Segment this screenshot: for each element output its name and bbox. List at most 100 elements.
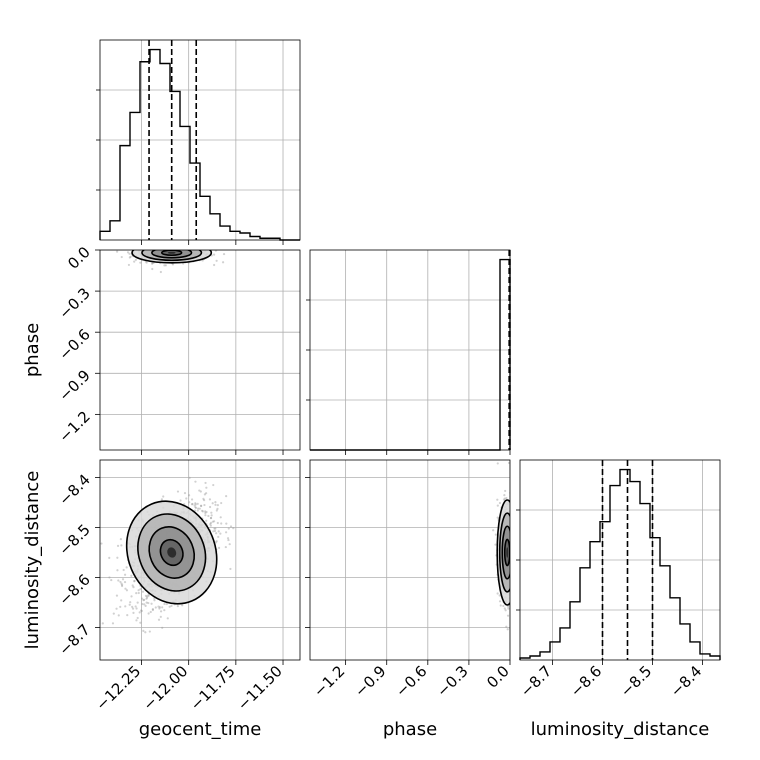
sample-point xyxy=(183,247,185,249)
sample-point xyxy=(205,492,208,495)
sample-point xyxy=(117,247,119,249)
sample-point xyxy=(120,544,123,547)
sample-point xyxy=(105,246,107,248)
sample-point xyxy=(503,497,506,500)
sample-point xyxy=(158,607,161,610)
sample-point xyxy=(212,253,216,256)
contour-line-0 xyxy=(496,499,510,606)
sample-point xyxy=(214,527,217,530)
sample-point xyxy=(511,533,513,535)
sample-point xyxy=(518,594,520,596)
sample-point xyxy=(514,566,516,568)
sample-point xyxy=(511,572,513,574)
sample-point xyxy=(123,573,127,576)
sample-point xyxy=(203,503,206,507)
sample-point xyxy=(511,510,513,512)
sample-point xyxy=(510,567,512,569)
sample-point xyxy=(173,247,175,249)
sample-point xyxy=(209,517,213,520)
sample-point xyxy=(511,590,513,592)
sample-point xyxy=(512,558,514,560)
sample-point xyxy=(111,622,115,625)
sample-point xyxy=(141,602,144,606)
axis-label-y-phase: phase xyxy=(22,323,43,377)
sample-point xyxy=(187,246,189,248)
sample-point xyxy=(127,247,129,249)
sample-point xyxy=(203,493,207,496)
sample-point xyxy=(174,244,176,246)
sample-point xyxy=(513,559,515,561)
sample-point xyxy=(140,609,143,613)
sample-point xyxy=(167,244,169,246)
sample-point xyxy=(204,511,207,515)
sample-point xyxy=(517,615,519,617)
sample-point xyxy=(135,591,138,595)
sample-point xyxy=(216,521,219,525)
hist-outline-phase xyxy=(310,258,511,451)
sample-point xyxy=(516,567,518,569)
sample-point xyxy=(137,246,139,248)
sample-point xyxy=(226,537,230,540)
sample-point xyxy=(167,247,169,249)
sample-point xyxy=(170,245,172,247)
sample-point xyxy=(144,631,147,634)
sample-point xyxy=(510,537,512,539)
sample-point xyxy=(142,599,145,602)
sample-point xyxy=(196,502,199,505)
sample-point xyxy=(143,603,146,606)
sample-point xyxy=(512,553,514,555)
sample-point xyxy=(169,247,171,249)
sample-point xyxy=(208,498,212,501)
sample-point xyxy=(160,247,162,249)
sample-point xyxy=(165,247,167,249)
sample-point xyxy=(510,579,512,581)
sample-point xyxy=(512,558,514,560)
sample-point xyxy=(170,604,173,607)
sample-point xyxy=(511,562,513,564)
sample-point xyxy=(185,247,187,249)
sample-point xyxy=(147,594,150,597)
sample-point xyxy=(154,245,156,247)
sample-point xyxy=(511,545,513,547)
sample-point xyxy=(512,549,514,551)
sample-point xyxy=(117,614,120,617)
sample-point xyxy=(514,519,516,521)
sample-point xyxy=(215,259,218,262)
sample-point xyxy=(183,491,187,495)
sample-point xyxy=(134,258,137,262)
sample-point xyxy=(162,247,164,249)
scatter-panel-phase-luminosity_distance xyxy=(309,459,520,661)
sample-point xyxy=(193,504,196,507)
sample-point xyxy=(513,576,515,578)
sample-point xyxy=(213,527,216,530)
sample-point xyxy=(512,565,514,567)
density-level-4 xyxy=(167,251,176,254)
tick-label-y-phase-1: −0.9 xyxy=(55,366,93,404)
sample-point xyxy=(213,529,217,533)
sample-point xyxy=(492,529,495,532)
panel-frame-geocent_time xyxy=(99,39,301,241)
sample-point xyxy=(128,256,131,259)
sample-point xyxy=(144,604,147,607)
sample-point xyxy=(184,246,186,248)
sample-point xyxy=(510,541,512,543)
sample-point xyxy=(511,505,513,507)
sample-point xyxy=(513,574,515,576)
sample-point xyxy=(222,252,226,256)
panel-content-2 xyxy=(310,460,520,660)
sample-point xyxy=(211,502,214,505)
sample-point xyxy=(135,607,138,610)
sample-point xyxy=(124,605,127,608)
sample-point xyxy=(120,599,123,602)
sample-point xyxy=(135,619,138,622)
sample-point xyxy=(181,604,184,607)
sample-point xyxy=(514,538,516,540)
sample-point xyxy=(505,625,508,628)
sample-point xyxy=(514,541,516,543)
sample-point xyxy=(132,246,134,248)
sample-point xyxy=(515,540,517,542)
sample-point xyxy=(144,594,148,597)
sample-point xyxy=(176,244,178,246)
sample-point xyxy=(130,595,133,598)
sample-point xyxy=(160,244,162,246)
